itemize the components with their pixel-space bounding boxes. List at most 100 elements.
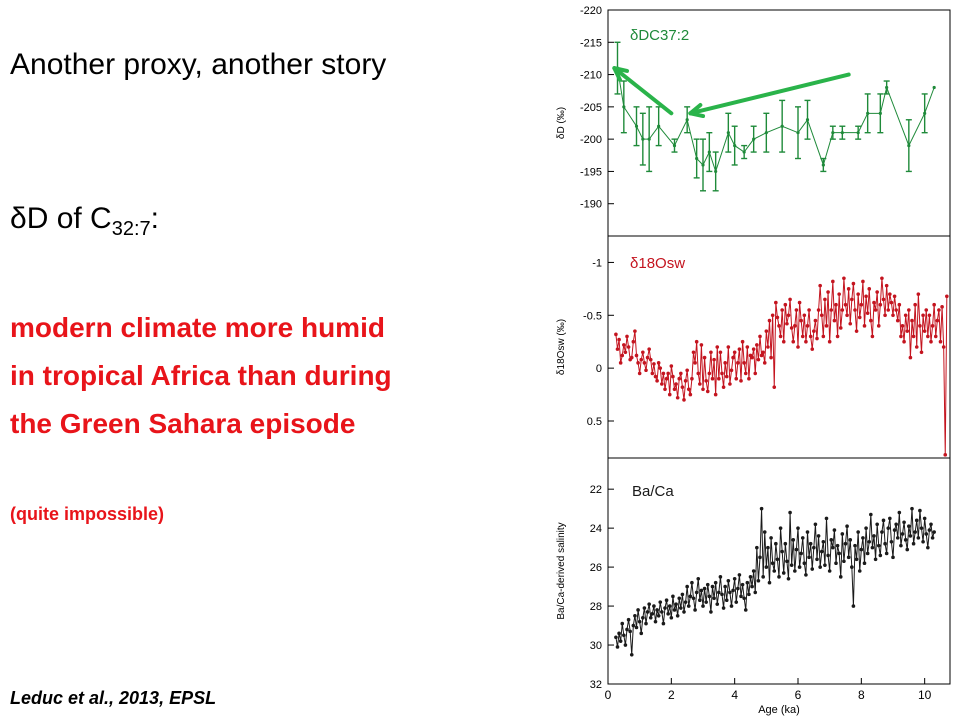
data-point-d18Osw bbox=[932, 302, 936, 307]
data-point-dD bbox=[831, 131, 835, 135]
data-point-d18Osw bbox=[770, 313, 775, 318]
data-point-BaCa bbox=[709, 610, 713, 614]
data-point-BaCa bbox=[895, 536, 900, 540]
y-tick-label-d18Osw: 0 bbox=[596, 363, 602, 375]
data-point-BaCa bbox=[667, 604, 672, 608]
data-point-d18Osw bbox=[694, 339, 699, 344]
data-point-dD bbox=[878, 111, 882, 115]
data-point-d18Osw bbox=[786, 313, 791, 318]
data-point-d18Osw bbox=[941, 345, 946, 349]
data-point-d18Osw bbox=[810, 347, 815, 351]
data-point-d18Osw bbox=[878, 302, 883, 307]
data-point-BaCa bbox=[622, 633, 626, 638]
data-point-BaCa bbox=[642, 606, 647, 610]
data-point-d18Osw bbox=[740, 339, 745, 344]
data-point-d18Osw bbox=[929, 339, 933, 344]
data-point-BaCa bbox=[685, 584, 689, 589]
data-point-BaCa bbox=[838, 575, 843, 579]
data-point-d18Osw bbox=[804, 339, 808, 344]
data-point-BaCa bbox=[854, 557, 859, 562]
data-point-d18Osw bbox=[648, 357, 653, 362]
data-point-BaCa bbox=[914, 518, 919, 523]
data-point-BaCa bbox=[663, 606, 667, 610]
data-point-d18Osw bbox=[686, 387, 691, 392]
x-tick-label: 6 bbox=[795, 688, 802, 702]
data-point-d18Osw bbox=[728, 382, 732, 386]
data-point-d18Osw bbox=[690, 376, 694, 381]
data-point-d18Osw bbox=[799, 318, 803, 323]
claim-text: modern climate more humid in tropical Af… bbox=[10, 304, 392, 448]
data-point-BaCa bbox=[690, 580, 694, 585]
trend-arrow-right-head bbox=[688, 103, 706, 119]
data-point-BaCa bbox=[875, 522, 879, 527]
data-point-BaCa bbox=[829, 538, 834, 542]
data-point-d18Osw bbox=[818, 283, 822, 288]
data-point-d18Osw bbox=[789, 326, 794, 330]
data-point-BaCa bbox=[873, 557, 878, 562]
data-point-d18Osw bbox=[685, 368, 689, 373]
data-point-BaCa bbox=[756, 578, 761, 583]
data-point-d18Osw bbox=[660, 382, 664, 386]
data-point-BaCa bbox=[865, 551, 870, 556]
data-point-d18Osw bbox=[663, 387, 667, 392]
data-point-d18Osw bbox=[886, 308, 891, 312]
data-point-d18Osw bbox=[672, 387, 677, 392]
data-point-d18Osw bbox=[816, 308, 821, 312]
data-point-d18Osw bbox=[872, 300, 876, 305]
data-point-d18Osw bbox=[629, 355, 634, 360]
data-point-BaCa bbox=[769, 536, 773, 540]
data-point-d18Osw bbox=[873, 308, 878, 312]
data-point-d18Osw bbox=[669, 364, 674, 368]
data-point-d18Osw bbox=[867, 287, 872, 291]
data-point-BaCa bbox=[728, 590, 732, 595]
data-point-d18Osw bbox=[713, 392, 718, 397]
data-point-dD bbox=[821, 163, 825, 167]
data-point-BaCa bbox=[761, 575, 765, 579]
data-point-BaCa bbox=[848, 538, 853, 542]
data-point-d18Osw bbox=[710, 376, 715, 381]
data-point-d18Osw bbox=[903, 313, 908, 318]
data-point-BaCa bbox=[762, 530, 767, 534]
data-point-BaCa bbox=[883, 541, 887, 546]
data-point-d18Osw bbox=[732, 350, 737, 355]
data-point-d18Osw bbox=[774, 300, 778, 305]
data-point-BaCa bbox=[660, 610, 664, 614]
data-point-BaCa bbox=[629, 652, 634, 657]
data-point-d18Osw bbox=[712, 357, 716, 362]
data-point-d18Osw bbox=[742, 361, 746, 365]
data-point-BaCa bbox=[701, 604, 705, 608]
data-point-dD bbox=[764, 131, 768, 135]
data-point-BaCa bbox=[766, 545, 770, 550]
data-point-BaCa bbox=[634, 625, 639, 630]
data-point-BaCa bbox=[929, 522, 933, 527]
data-point-d18Osw bbox=[767, 318, 772, 323]
data-point-d18Osw bbox=[943, 453, 948, 457]
data-point-d18Osw bbox=[930, 324, 935, 328]
data-point-BaCa bbox=[816, 534, 821, 538]
data-point-BaCa bbox=[743, 608, 748, 612]
data-point-BaCa bbox=[785, 559, 789, 564]
data-point-d18Osw bbox=[704, 379, 708, 383]
data-point-d18Osw bbox=[913, 302, 917, 307]
data-point-BaCa bbox=[870, 545, 875, 550]
data-point-BaCa bbox=[843, 541, 848, 546]
data-point-d18Osw bbox=[637, 371, 642, 376]
data-point-d18Osw bbox=[615, 347, 620, 351]
data-point-d18Osw bbox=[623, 350, 628, 355]
data-point-BaCa bbox=[924, 532, 929, 536]
data-point-d18Osw bbox=[819, 313, 824, 318]
data-point-d18Osw bbox=[777, 324, 781, 328]
data-point-d18Osw bbox=[924, 308, 929, 312]
trend-arrow-right bbox=[688, 72, 851, 116]
data-point-BaCa bbox=[731, 588, 735, 593]
data-point-BaCa bbox=[837, 551, 841, 556]
data-point-BaCa bbox=[720, 592, 724, 597]
heading-subscript: 32:7 bbox=[111, 218, 151, 240]
data-point-BaCa bbox=[650, 612, 655, 616]
data-point-d18Osw bbox=[696, 371, 701, 376]
data-point-d18Osw bbox=[892, 294, 897, 299]
data-point-dD bbox=[714, 169, 718, 174]
data-point-d18Osw bbox=[780, 308, 784, 312]
data-point-BaCa bbox=[899, 543, 903, 548]
data-point-d18Osw bbox=[914, 345, 919, 349]
